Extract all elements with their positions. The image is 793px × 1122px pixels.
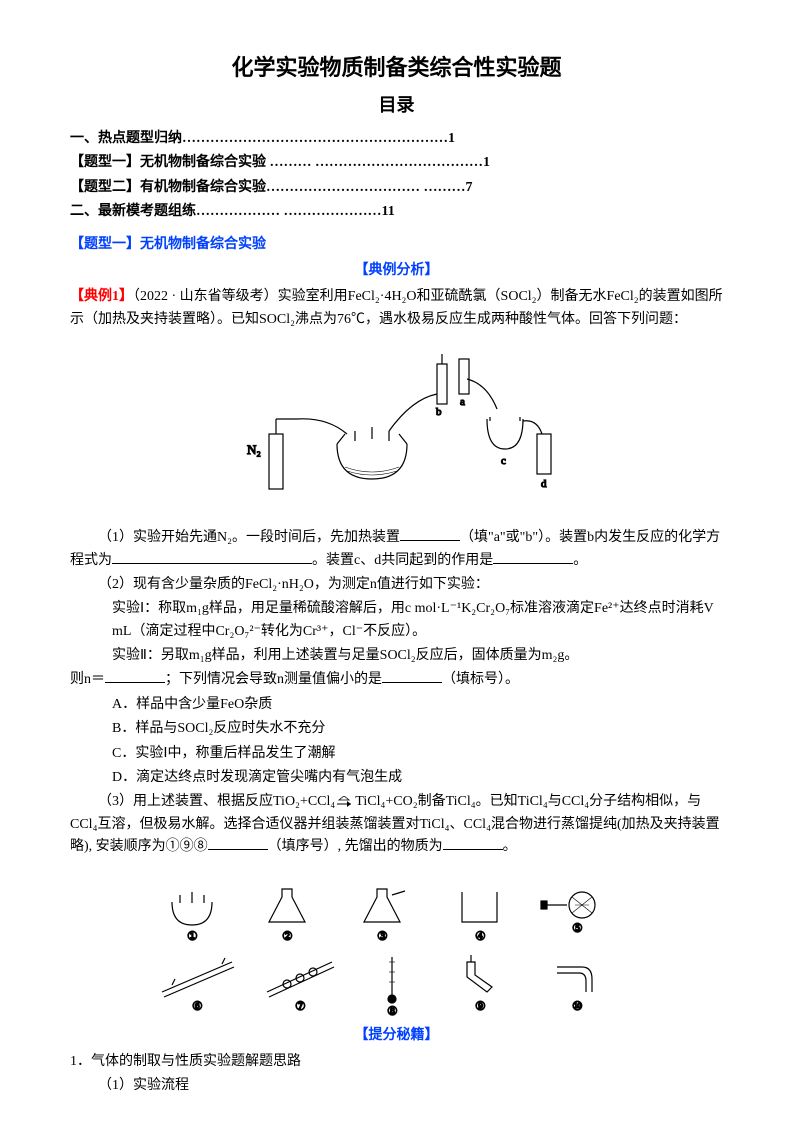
tips-heading: 【提分秘籍】: [70, 1025, 723, 1047]
q2-intro: （2）现有含少量杂质的FeCl₂·nH₂O，为测定n值进行如下实验：: [70, 574, 723, 596]
q2-exp2: 实验Ⅱ：另取m₁g样品，利用上述装置与足量SOCl₂反应后，固体质量为m₂g。: [70, 645, 723, 667]
q1-text-3: 。装置c、d共同起到的作用是: [312, 553, 493, 568]
q2-then: 则n＝ ；下列情况会导致n测量值偏小的是 （填标号）。: [70, 669, 723, 691]
q3-text-1: （3）用上述装置、根据反应TiO₂+CCl₄: [98, 794, 335, 809]
q2-exp1: 实验Ⅰ：称取m₁g样品，用足量稀硫酸溶解后，用c mol·L⁻¹K₂Cr₂O₇标…: [70, 598, 723, 643]
apparatus-diagram-1: N₂ b a c: [70, 339, 723, 519]
q1-blank-3: [493, 550, 573, 564]
tips-1: 1．气体的制取与性质实验题解题思路: [70, 1051, 723, 1073]
svg-text:b: b: [436, 406, 442, 418]
q3-text-4: 。: [503, 839, 517, 854]
q3-blank-1: [208, 836, 268, 850]
svg-text:c: c: [501, 455, 506, 467]
svg-text:⑩: ⑩: [572, 999, 583, 1013]
tips-1-1: （1）实验流程: [70, 1075, 723, 1097]
q2-then-text-3: （填标号）。: [442, 672, 519, 687]
svg-text:⑥: ⑥: [192, 999, 203, 1013]
apparatus-diagram-2: ① ② ③ ④ ⑤ ⑥: [70, 867, 723, 1017]
q2-then-text-1: 则n＝: [70, 672, 105, 687]
question-1: （1）实验开始先通N₂。一段时间后，先加热装置（填"a"或"b"）。装置b内发生…: [70, 527, 723, 572]
option-B: B．样品与SOCl₂反应时失水不充分: [70, 718, 723, 740]
toc-item-3: 【题型二】有机物制备综合实验…………………………… ………7: [70, 177, 723, 199]
svg-text:④: ④: [475, 929, 486, 943]
q3-text-3: （填序号）, 先馏出的物质为: [268, 839, 443, 854]
svg-text:①: ①: [187, 929, 198, 943]
q1-blank-1: [400, 527, 460, 541]
toc-item-4: 二、最新模考题组练……………… …………………11: [70, 201, 723, 223]
q3-blank-2: [443, 836, 503, 850]
svg-text:③: ③: [377, 929, 388, 943]
option-C: C．实验Ⅰ中，称重后样品发生了潮解: [70, 743, 723, 765]
analysis-heading: 【典例分析】: [70, 260, 723, 282]
svg-text:N₂: N₂: [247, 442, 261, 457]
question-3: （3）用上述装置、根据反应TiO₂+CCl₄TiCl₄+CO₂制备TiCl₄。已…: [70, 791, 723, 858]
svg-text:⑨: ⑨: [475, 999, 486, 1013]
svg-text:⑤: ⑤: [572, 921, 583, 935]
svg-text:②: ②: [282, 929, 293, 943]
q2-blank-2: [382, 669, 442, 683]
q2-then-text-2: ；下列情况会导致n测量值偏小的是: [165, 672, 382, 687]
section-1-heading: 【题型一】无机物制备综合实验: [70, 234, 723, 256]
svg-text:a: a: [460, 396, 465, 408]
example-1-intro: 【典例1】（2022 · 山东省等级考）实验室利用FeCl₂·4H₂O和亚硫酰氯…: [70, 286, 723, 331]
svg-text:⑦: ⑦: [295, 999, 306, 1013]
q1-text-1: （1）实验开始先通N₂。一段时间后，先加热装置: [98, 530, 400, 545]
q2-blank-1: [105, 669, 165, 683]
option-D: D．滴定达终点时发现滴定管尖嘴内有气泡生成: [70, 767, 723, 789]
main-title: 化学实验物质制备类综合性实验题: [70, 50, 723, 85]
svg-text:d: d: [541, 478, 547, 490]
q1-text-4: 。: [573, 553, 587, 568]
q1-blank-2: [112, 550, 312, 564]
svg-text:⑧: ⑧: [387, 1004, 398, 1017]
option-A: A．样品中含少量FeO杂质: [70, 694, 723, 716]
toc-item-1: 一、热点题型归纳…………………………………………………1: [70, 128, 723, 150]
example-1-label: 【典例1】: [70, 289, 133, 304]
reaction-arrow-icon: [335, 796, 355, 808]
example-1-source: （2022 · 山东省等级考）: [133, 289, 278, 304]
toc-item-2: 【题型一】无机物制备综合实验 ……… ………………………………1: [70, 152, 723, 174]
subtitle: 目录: [70, 91, 723, 120]
